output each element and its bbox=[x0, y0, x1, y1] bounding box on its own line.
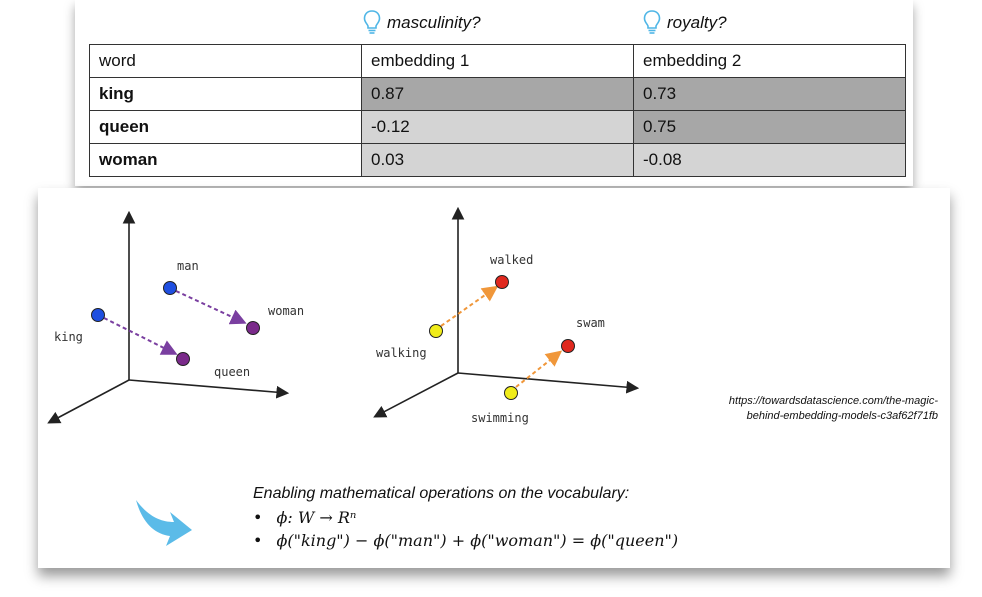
walking-point bbox=[429, 324, 443, 338]
man-to-woman-arrow bbox=[175, 290, 247, 325]
source-link-line-1: https://towardsdatascience.com/the-magic… bbox=[728, 395, 938, 407]
hint-text: masculinity? bbox=[387, 13, 481, 32]
operation-analogy: ϕ("king") − ϕ("man") + ϕ("woman") = ϕ("q… bbox=[276, 531, 679, 550]
walking-to-walked-arrow bbox=[440, 285, 499, 327]
word-cell: woman bbox=[89, 143, 362, 177]
label-walked: walked bbox=[490, 253, 533, 267]
word-cell: king bbox=[89, 77, 362, 111]
list-item: • ϕ: W → Rⁿ bbox=[253, 506, 813, 529]
operations-title: Enabling mathematical operations on the … bbox=[253, 485, 630, 502]
embedding-2-cell: 0.73 bbox=[633, 77, 906, 111]
source-link-line-2: behind-embedding-models-c3af62f71fb bbox=[746, 410, 938, 422]
king-to-queen-arrow bbox=[103, 317, 178, 355]
lightbulb-icon bbox=[363, 10, 381, 34]
label-woman: woman bbox=[268, 304, 304, 318]
embedding-1-cell: -0.12 bbox=[361, 110, 634, 144]
column-header-word: word bbox=[89, 44, 362, 78]
embedding-table-panel: masculinity? royalty? word embedding 1 e… bbox=[75, 0, 913, 186]
left-diagram-axes bbox=[47, 210, 290, 424]
table-row: woman 0.03 -0.08 bbox=[89, 143, 906, 177]
curved-arrow-icon bbox=[136, 500, 192, 546]
label-swimming: swimming bbox=[471, 411, 529, 425]
king-point bbox=[91, 308, 105, 322]
walked-point bbox=[495, 275, 509, 289]
swam-point bbox=[561, 339, 575, 353]
woman-point bbox=[246, 321, 260, 335]
table-header-row: word embedding 1 embedding 2 bbox=[89, 44, 906, 78]
source-link[interactable]: https://towardsdatascience.com/the-magic… bbox=[688, 394, 938, 424]
embedding-2-cell: -0.08 bbox=[633, 143, 906, 177]
column-header-embedding-2: embedding 2 bbox=[633, 44, 906, 78]
label-king: king bbox=[54, 330, 83, 344]
label-queen: queen bbox=[214, 365, 250, 379]
vector-space-diagrams: man woman king queen walked swam walking… bbox=[47, 206, 640, 425]
column-header-embedding-1: embedding 1 bbox=[361, 44, 634, 78]
swimming-point bbox=[504, 386, 518, 400]
queen-point bbox=[176, 352, 190, 366]
list-item: • ϕ("king") − ϕ("man") + ϕ("woman") = ϕ(… bbox=[253, 529, 813, 552]
embedding-2-cell: 0.75 bbox=[633, 110, 906, 144]
man-point bbox=[163, 281, 177, 295]
label-man: man bbox=[177, 259, 199, 273]
word-cell: queen bbox=[89, 110, 362, 144]
swimming-to-swam-arrow bbox=[515, 350, 563, 388]
label-walking: walking bbox=[376, 346, 427, 360]
label-swam: swam bbox=[576, 316, 605, 330]
table-row: queen -0.12 0.75 bbox=[89, 110, 906, 144]
operations-block: Enabling mathematical operations on the … bbox=[253, 485, 813, 552]
table-row: king 0.87 0.73 bbox=[89, 77, 906, 111]
embedding-1-cell: 0.03 bbox=[361, 143, 634, 177]
operation-mapping: ϕ: W → Rⁿ bbox=[276, 508, 357, 527]
embedding-1-cell: 0.87 bbox=[361, 77, 634, 111]
embedding-table: word embedding 1 embedding 2 king 0.87 0… bbox=[89, 44, 906, 177]
bullet-icon: • bbox=[253, 531, 263, 550]
hint-masculinity: masculinity? bbox=[363, 6, 481, 40]
right-diagram-axes bbox=[373, 206, 640, 418]
bullet-icon: • bbox=[253, 508, 263, 527]
hint-royalty: royalty? bbox=[643, 6, 727, 40]
hint-text: royalty? bbox=[667, 13, 727, 32]
embedding-diagram-panel: man woman king queen walked swam walking… bbox=[38, 188, 950, 568]
lightbulb-icon bbox=[643, 10, 661, 34]
